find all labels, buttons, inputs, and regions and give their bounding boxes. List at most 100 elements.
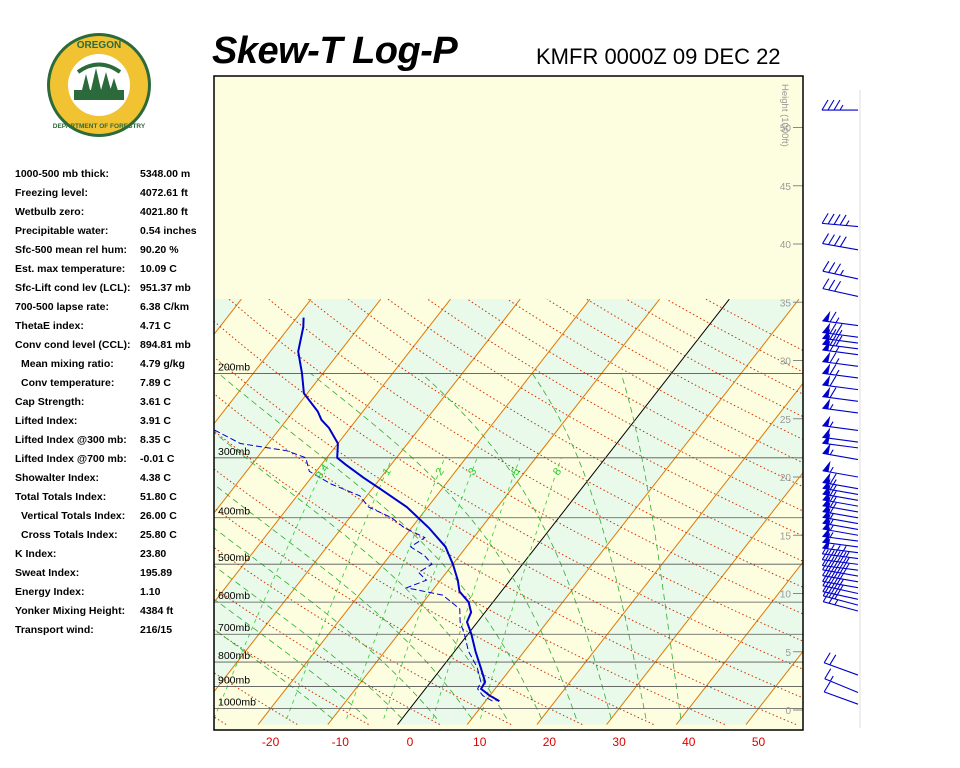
height-tick-label: 45 — [780, 182, 792, 193]
index-label: Transport wind: — [15, 624, 94, 636]
isotherm — [214, 298, 521, 693]
wind-barb — [822, 472, 859, 490]
height-tick-label: 0 — [785, 706, 791, 717]
wind-barb — [823, 681, 859, 705]
index-row: Sfc-500 mean rel hum: 90.20 % — [15, 244, 215, 263]
moist-adiabat — [214, 527, 438, 719]
height-tick-label: 30 — [780, 357, 792, 368]
index-value: 25.80 C — [140, 529, 177, 541]
index-label: Freezing level: — [15, 187, 88, 199]
height-tick-label: 50 — [780, 124, 792, 135]
index-value: 4.71 C — [140, 320, 171, 332]
isotherm — [675, 561, 803, 725]
index-row: Vertical Totals Index: 26.00 C — [15, 510, 215, 529]
dewpoint-profile-line — [214, 429, 493, 702]
index-row: Freezing level: 4072.61 ft — [15, 187, 215, 206]
mixing-ratio-label: 1 — [381, 466, 394, 478]
mixing-ratio-label: 3 — [466, 466, 479, 478]
moist-adiabat — [620, 373, 682, 719]
isotherm — [955, 299, 960, 724]
logo-top-text: OREGON — [77, 40, 121, 51]
pressure-label: 200mb — [218, 361, 250, 373]
index-label: Sfc-Lift cond lev (LCL): — [15, 282, 131, 294]
wind-barb — [822, 591, 859, 612]
dry-adiabat — [214, 629, 369, 725]
wind-barb — [822, 443, 859, 461]
x-tick-label: -20 — [262, 735, 280, 749]
isotherm — [536, 382, 803, 725]
index-row: Sfc-Lift cond lev (LCL): 951.37 mb — [15, 282, 215, 301]
height-tick-label: 35 — [780, 298, 792, 309]
moist-adiabat — [421, 373, 612, 719]
index-row: Lifted Index @300 mb: 8.35 C — [15, 434, 215, 453]
wind-barb — [821, 213, 859, 228]
index-value: 90.20 % — [140, 244, 179, 256]
index-row: Wetbulb zero: 4021.80 ft — [15, 206, 215, 225]
index-row: Est. max temperature: 10.09 C — [15, 263, 215, 282]
index-row: Conv temperature: 7.89 C — [15, 377, 215, 396]
wind-barb — [822, 260, 859, 280]
isotherm — [214, 298, 242, 336]
index-row: Lifted Index: 3.91 C — [15, 415, 215, 434]
chart-title: Skew-T Log-P — [212, 30, 458, 72]
wind-barb — [822, 351, 859, 367]
oregon-department-of-forestry-logo: OREGON DEPARTMENT OF FORESTRY — [47, 33, 151, 137]
index-label: Yonker Mixing Height: — [15, 605, 126, 617]
index-label: Vertical Totals Index: — [21, 510, 126, 522]
wind-barb — [821, 99, 858, 111]
index-value: 7.89 C — [140, 377, 171, 389]
index-value: 26.00 C — [140, 510, 177, 522]
wind-barb — [822, 322, 859, 338]
dry-adiabat — [348, 298, 803, 562]
wind-barb — [822, 559, 859, 577]
index-row: Energy Index: 1.10 — [15, 586, 215, 605]
temperature-band — [816, 299, 960, 724]
x-tick-label: 50 — [752, 735, 766, 749]
moist-adiabat — [214, 431, 507, 719]
wind-barb — [822, 585, 859, 606]
wind-barb — [822, 460, 859, 478]
moist-adiabat — [218, 373, 542, 719]
index-row: Precipitable water: 0.54 inches — [15, 225, 215, 244]
index-value: 4.79 g/kg — [140, 358, 185, 370]
mixing-ratio-label: 2 — [433, 466, 446, 478]
dry-adiabat — [214, 320, 803, 670]
x-tick-label: -10 — [332, 735, 350, 749]
x-tick-label: 0 — [407, 735, 414, 749]
index-row: 700-500 lapse rate: 6.38 C/km — [15, 301, 215, 320]
moist-adiabat — [214, 483, 473, 719]
mixing-ratio-label: 8 — [551, 466, 564, 478]
temperature-band — [0, 299, 102, 724]
sounding-indices-list: 1000-500 mb thick: 5348.00 m Freezing leve… — [15, 168, 215, 643]
height-tick-label: 40 — [780, 240, 792, 251]
mixing-ratio-line — [383, 457, 478, 719]
wind-barb — [823, 652, 859, 676]
index-label: Precipitable water: — [15, 225, 109, 237]
index-value: 51.80 C — [140, 491, 177, 503]
isotherm — [745, 650, 803, 725]
isotherm — [214, 298, 382, 514]
index-label: ThetaE index: — [15, 320, 84, 332]
pressure-label: 700mb — [218, 622, 250, 634]
temperature-profile-line — [297, 317, 500, 702]
mixing-ratio-line — [346, 457, 446, 719]
mixing-ratio-label: 5 — [509, 466, 522, 478]
index-value: 0.54 inches — [140, 225, 197, 237]
index-row: Transport wind: 216/15 — [15, 624, 215, 643]
index-value: 5348.00 m — [140, 168, 191, 180]
moist-adiabat — [214, 565, 403, 719]
isotherm — [214, 298, 312, 425]
plot-frame — [213, 75, 804, 731]
dry-adiabat — [214, 587, 441, 725]
wind-barb — [822, 386, 859, 402]
x-tick-label: 20 — [543, 735, 557, 749]
index-label: Wetbulb zero: — [15, 206, 85, 218]
pressure-label: 500mb — [218, 552, 250, 564]
temperature-band — [258, 299, 660, 725]
dry-adiabat — [0, 299, 155, 724]
mixing-ratio-line — [214, 457, 329, 719]
index-label: Cap Strength: — [15, 396, 85, 408]
index-label: Est. max temperature: — [15, 263, 126, 275]
height-tick-label: 25 — [780, 415, 792, 426]
index-label: Energy Index: — [15, 586, 85, 598]
